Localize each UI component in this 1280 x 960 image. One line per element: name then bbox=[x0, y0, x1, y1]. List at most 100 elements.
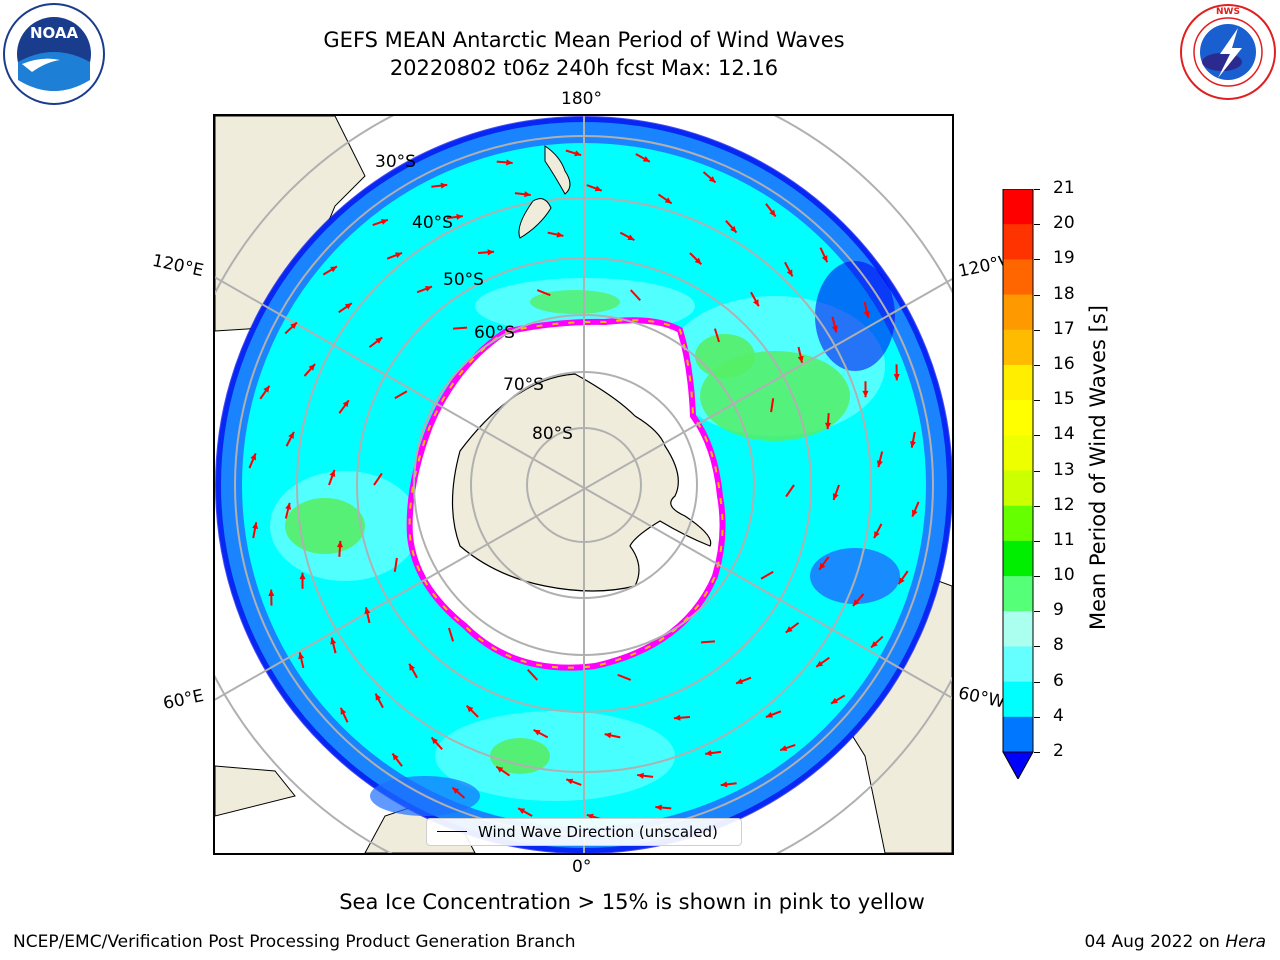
colorbar-tick-mark bbox=[1034, 435, 1040, 437]
svg-text:NWS: NWS bbox=[1216, 7, 1240, 17]
wind-wave-arrow bbox=[713, 328, 720, 343]
wind-wave-arrowhead bbox=[637, 772, 644, 779]
wind-wave-arrowhead bbox=[329, 469, 336, 477]
wind-wave-arrowhead bbox=[898, 577, 905, 585]
wind-wave-arrow bbox=[393, 557, 398, 572]
colorbar-segment bbox=[1003, 576, 1033, 612]
polar-map bbox=[215, 116, 952, 853]
wind-wave-arrowhead bbox=[862, 390, 869, 398]
wind-wave-arrowhead bbox=[308, 364, 316, 371]
colorbar-tick-label: 11 bbox=[1053, 529, 1075, 550]
colorbar-tick-label: 14 bbox=[1053, 424, 1075, 445]
madagascar-land bbox=[215, 765, 296, 817]
wind-wave-arrowhead bbox=[496, 766, 504, 773]
colorbar-tick-label: 21 bbox=[1053, 178, 1075, 198]
wind-wave-arrowhead bbox=[506, 159, 513, 166]
colorbar-tick-label: 9 bbox=[1053, 600, 1064, 621]
wind-wave-arrowhead bbox=[769, 209, 776, 217]
colorbar-segment bbox=[1003, 364, 1033, 401]
colorbar-tick-label: 20 bbox=[1053, 213, 1075, 234]
colorbar-tick-mark bbox=[1034, 646, 1040, 648]
sea-ice-note: Sea Ice Concentration > 15% is shown in … bbox=[339, 890, 925, 914]
graticule bbox=[215, 116, 952, 853]
wind-wave-arrow bbox=[785, 484, 795, 498]
wind-wave-arrowhead bbox=[518, 808, 526, 814]
wind-wave-arrowhead bbox=[765, 711, 773, 718]
wind-wave-arrowhead bbox=[556, 231, 564, 238]
wind-wave-arrowhead bbox=[375, 693, 382, 701]
colorbar-tick-mark bbox=[1034, 752, 1040, 753]
lat-label-50s: 50°S bbox=[443, 270, 484, 290]
wind-wave-arrowhead bbox=[819, 562, 826, 570]
wind-wave-arrowhead bbox=[409, 663, 415, 671]
lon-label-60e: 60°E bbox=[161, 685, 206, 715]
wind-wave-arrowhead bbox=[720, 781, 728, 788]
page-title: GEFS MEAN Antarctic Mean Period of Wind … bbox=[323, 28, 845, 52]
colorbar-segment bbox=[1003, 470, 1033, 507]
wind-wave-arrowhead bbox=[705, 750, 712, 757]
wind-wave-arrowhead bbox=[825, 422, 832, 430]
colorbar-tick-mark bbox=[1034, 224, 1040, 226]
map-panel bbox=[213, 114, 954, 855]
wind-wave-arrowhead bbox=[816, 660, 824, 667]
wind-wave-arrowhead bbox=[487, 249, 495, 256]
colorbar-tick-label: 15 bbox=[1053, 389, 1075, 410]
wind-wave-arrowhead bbox=[821, 255, 828, 263]
colorbar-tick-mark bbox=[1034, 400, 1040, 402]
lat-label-40s: 40°S bbox=[412, 213, 453, 233]
map-legend: Wind Wave Direction (unscaled) bbox=[426, 818, 742, 846]
wind-wave-arrowhead bbox=[395, 252, 403, 259]
wind-wave-arrowhead bbox=[424, 285, 432, 292]
legend-label: Wind Wave Direction (unscaled) bbox=[478, 823, 718, 841]
wind-wave-arrow bbox=[452, 326, 468, 330]
wind-wave-arrowhead bbox=[364, 607, 371, 615]
wind-wave-arrow bbox=[617, 673, 632, 681]
legend-line-swatch bbox=[437, 831, 467, 832]
wind-wave-arrowhead bbox=[330, 266, 337, 273]
wind-wave-arrowhead bbox=[594, 185, 602, 192]
wind-wave-arrowhead bbox=[252, 522, 259, 530]
colorbar-segment bbox=[1003, 540, 1033, 577]
credit-text: NCEP/EMC/Verification Post Processing Pr… bbox=[13, 932, 576, 952]
noaa-logo: NOAA bbox=[2, 2, 106, 106]
lat-label-70s: 70°S bbox=[503, 375, 544, 395]
colorbar-tick-mark bbox=[1034, 681, 1040, 683]
wind-wave-arrowhead bbox=[642, 156, 650, 162]
colorbar-tick-mark bbox=[1034, 259, 1040, 261]
colorbar-segment bbox=[1003, 716, 1033, 753]
date-stamp: 04 Aug 2022 on Hera bbox=[1084, 932, 1266, 952]
antarctica-land bbox=[451, 373, 712, 592]
colorbar-segment bbox=[1003, 646, 1033, 683]
wind-wave-arrowhead bbox=[298, 652, 305, 660]
colorbar bbox=[1002, 188, 1034, 781]
wind-wave-arrow bbox=[448, 627, 455, 642]
colorbar-tick-mark bbox=[1034, 576, 1040, 578]
wind-wave-arrow bbox=[700, 640, 716, 644]
wind-wave-arrowhead bbox=[452, 787, 460, 794]
wind-wave-arrowhead bbox=[874, 531, 880, 539]
nws-logo: NWS bbox=[1178, 2, 1278, 102]
wind-wave-arrowhead bbox=[574, 150, 582, 157]
colorbar-segment bbox=[1003, 400, 1033, 436]
colorbar-tick-mark bbox=[1034, 505, 1040, 507]
colorbar-segment bbox=[1003, 294, 1033, 331]
wind-wave-arrowhead bbox=[431, 737, 438, 745]
wind-wave-arrows bbox=[248, 149, 920, 821]
wind-wave-arrowhead bbox=[863, 310, 870, 318]
colorbar-tick-mark bbox=[1034, 364, 1040, 366]
wind-wave-arrowhead bbox=[336, 540, 343, 548]
wind-wave-arrowhead bbox=[342, 400, 349, 408]
wind-wave-arrowhead bbox=[911, 509, 918, 517]
wind-wave-arrow bbox=[394, 390, 408, 400]
wind-wave-arrowhead bbox=[290, 322, 297, 330]
wind-wave-arrowhead bbox=[694, 257, 702, 265]
colorbar-tick-label: 8 bbox=[1053, 635, 1064, 656]
colorbar-tick-label: 6 bbox=[1053, 670, 1064, 691]
lat-label-60s: 60°S bbox=[474, 323, 515, 343]
wind-wave-arrowhead bbox=[285, 502, 292, 510]
wind-wave-arrowhead bbox=[440, 182, 448, 189]
wind-wave-arrowhead bbox=[730, 225, 737, 233]
colorbar-tick-mark bbox=[1034, 294, 1040, 296]
colorbar-tick-mark bbox=[1034, 540, 1040, 542]
wind-wave-arrowhead bbox=[797, 355, 804, 363]
